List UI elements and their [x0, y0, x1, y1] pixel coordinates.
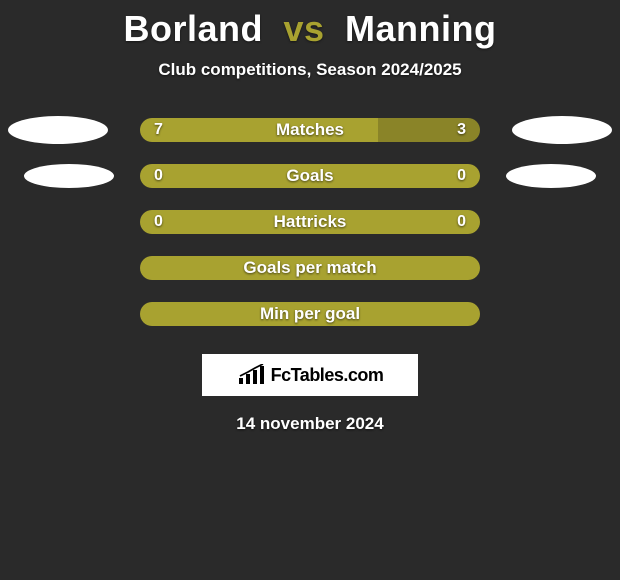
logo-box: FcTables.com	[202, 354, 418, 396]
stat-label: Goals per match	[243, 258, 376, 278]
player2-name: Manning	[345, 8, 496, 49]
player1-name: Borland	[123, 8, 263, 49]
vs-text: vs	[283, 8, 324, 49]
stat-value-left: 0	[154, 167, 163, 185]
subtitle: Club competitions, Season 2024/2025	[0, 60, 620, 80]
stat-bar: 7 Matches 3	[140, 118, 480, 142]
decor-ellipse-right	[506, 164, 596, 188]
stat-bar: Goals per match	[140, 256, 480, 280]
logo-text: FcTables.com	[271, 365, 384, 386]
chart-icon	[237, 364, 267, 386]
stat-label: Min per goal	[260, 304, 360, 324]
stat-value-right: 3	[457, 121, 466, 139]
stat-row-hattricks: 0 Hattricks 0	[0, 210, 620, 234]
stat-bar: Min per goal	[140, 302, 480, 326]
stat-row-mpg: Min per goal	[0, 302, 620, 326]
stat-bar: 0 Goals 0	[140, 164, 480, 188]
stat-value-left: 7	[154, 121, 163, 139]
stat-row-gpm: Goals per match	[0, 256, 620, 280]
page-title: Borland vs Manning	[0, 0, 620, 50]
decor-ellipse-right	[512, 116, 612, 144]
stat-label: Hattricks	[274, 212, 347, 232]
stat-label: Goals	[286, 166, 333, 186]
stat-bar: 0 Hattricks 0	[140, 210, 480, 234]
stat-row-goals: 0 Goals 0	[0, 164, 620, 188]
stats-container: 7 Matches 3 0 Goals 0 0 Hattricks 0 Goal…	[0, 118, 620, 326]
stat-value-left: 0	[154, 213, 163, 231]
stat-value-right: 0	[457, 167, 466, 185]
stat-row-matches: 7 Matches 3	[0, 118, 620, 142]
stat-label: Matches	[276, 120, 344, 140]
stat-value-right: 0	[457, 213, 466, 231]
decor-ellipse-left	[24, 164, 114, 188]
decor-ellipse-left	[8, 116, 108, 144]
date-text: 14 november 2024	[0, 414, 620, 434]
